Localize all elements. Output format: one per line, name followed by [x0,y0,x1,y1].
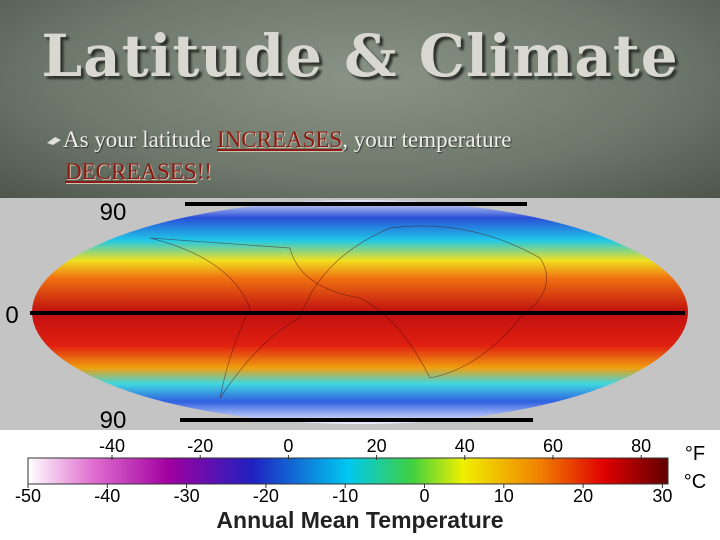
bullet-icon [47,137,61,145]
tick-label: 10 [494,486,514,506]
tick-label: -50 [15,486,41,506]
tick-label: -40 [99,436,125,456]
latitude-label: 90 [100,199,127,226]
tick-label: 0 [419,486,429,506]
title: Latitude & Climate [41,22,679,90]
tick-label: -10 [332,486,358,506]
text: , your temperature [342,127,512,152]
tick-label: 20 [573,486,593,506]
tick-label: 40 [455,436,475,456]
tick-label: 30 [652,486,672,506]
emphasis: DECREASES [65,159,197,184]
figure: 90 0 90 °F °C Annual Mean Temperature -4… [0,198,720,533]
tick-label: -20 [253,486,279,506]
latitude-label: 0 [5,302,18,329]
text: As your latitude [63,127,217,152]
continent-outline [149,225,548,399]
header-background [0,0,720,198]
unit-label: °F [685,443,705,465]
caption: Annual Mean Temperature [216,507,503,533]
tick-label: 20 [367,436,387,456]
emphasis: !! [196,159,212,184]
tick-label: 80 [631,436,651,456]
tick-label: 0 [283,436,293,456]
tick-label: -20 [187,436,213,456]
unit-label: °C [684,471,706,493]
tick-label: 60 [543,436,563,456]
tick-label: -30 [174,486,200,506]
bullet: As your latitude INCREASES, your tempera… [45,124,685,188]
latitude-label: 90 [100,407,127,434]
colorbar [27,457,669,485]
tick-label: -40 [94,486,120,506]
emphasis: INCREASES [216,127,343,152]
